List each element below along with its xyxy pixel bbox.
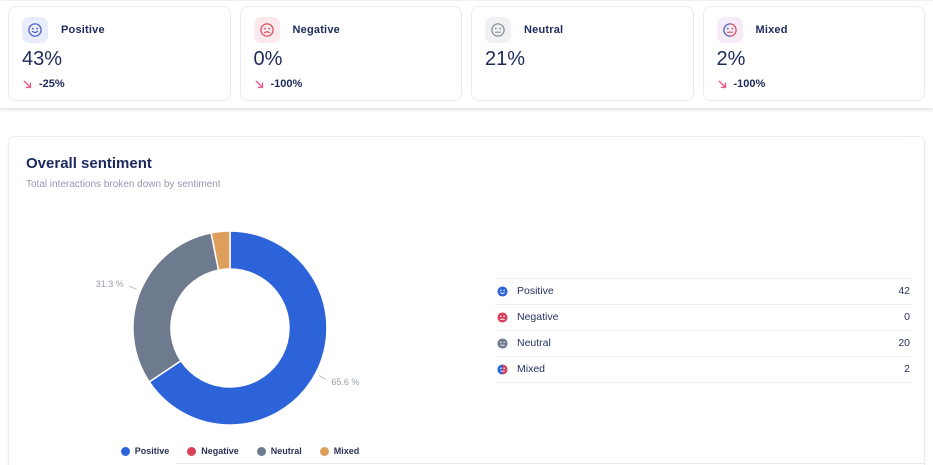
card-value: 2%: [716, 48, 746, 70]
frown-face-icon: [253, 17, 280, 43]
stat-cards-row: Positive 43% -25%: [0, 0, 933, 108]
table-label: Positive: [517, 285, 554, 297]
chart-legend: Positive Negative Neutral Mixed: [9, 446, 471, 456]
arrow-down-right-icon: [23, 80, 32, 88]
legend-item-positive[interactable]: Positive: [120, 446, 169, 456]
stat-card-neutral: Neutral 21%: [471, 6, 694, 101]
legend-dot: [187, 446, 197, 456]
card-change-value: -25%: [39, 78, 65, 90]
legend-dot: [319, 446, 329, 456]
donut-slice-positive[interactable]: [148, 230, 328, 426]
table-value: 2: [904, 363, 910, 375]
mixed-filled-face-icon: [497, 363, 508, 375]
mixed-face-icon: [716, 17, 743, 43]
card-label: Negative: [292, 24, 340, 36]
card-change: -25%: [22, 78, 217, 90]
donut-slice-neutral[interactable]: [132, 232, 220, 383]
donut-chart: 65.6 % 31.3 %: [96, 230, 359, 426]
slice-label-leader-line: [129, 285, 137, 290]
table-row-negative[interactable]: Negative 0: [495, 305, 912, 331]
table-value: 42: [898, 285, 910, 297]
overall-sentiment-panel: Overall sentiment Total interactions bro…: [8, 136, 925, 465]
panel-title: Overall sentiment: [26, 155, 152, 172]
neutral-face-icon: [485, 17, 511, 43]
table-value: 0: [904, 311, 910, 323]
table-row-neutral[interactable]: Neutral 20: [495, 331, 912, 357]
table-value: 20: [898, 337, 910, 349]
donut-chart-area: 65.6 % 31.3 % Positive Negative Neutral: [9, 202, 471, 456]
legend-dot: [256, 446, 266, 456]
legend-item-neutral[interactable]: Neutral: [256, 446, 302, 456]
card-value: 0%: [253, 48, 283, 70]
table-label: Mixed: [517, 363, 546, 375]
legend-item-negative[interactable]: Negative: [187, 446, 239, 456]
card-label: Positive: [61, 24, 105, 36]
card-change: -100%: [717, 78, 912, 90]
neutral-filled-face-icon: [497, 337, 508, 349]
table-label: Negative: [517, 311, 559, 323]
chart-row: 65.6 % 31.3 % Positive Negative Neutral: [9, 202, 924, 456]
card-change-value: -100%: [270, 78, 303, 90]
table-row-positive[interactable]: Positive 42: [495, 278, 912, 305]
stat-card-negative: Negative 0% -100%: [239, 6, 462, 101]
card-change-value: -100%: [733, 78, 766, 90]
card-value: 21%: [485, 48, 526, 70]
panel-subtitle: Total interactions broken down by sentim…: [26, 179, 221, 190]
stat-card-mixed: Mixed 2% -100%: [702, 6, 925, 101]
slice-percentage-label: 31.3 %: [96, 279, 124, 289]
card-change: -100%: [254, 78, 449, 90]
donut-slice-mixed[interactable]: [210, 230, 231, 271]
card-value: 43%: [22, 48, 63, 70]
arrow-down-right-icon: [718, 80, 726, 88]
arrow-down-right-icon: [255, 80, 263, 88]
legend-item-mixed[interactable]: Mixed: [319, 446, 359, 456]
smiley-face-icon: [22, 17, 48, 43]
negative-filled-face-icon: [497, 311, 508, 323]
table-row-mixed[interactable]: Mixed 2: [495, 357, 912, 383]
table-label: Neutral: [517, 337, 551, 349]
card-label: Neutral: [524, 24, 564, 36]
slice-percentage-label: 65.6 %: [331, 377, 359, 387]
slice-label-leader-line: [318, 375, 327, 380]
sentiment-table: Positive 42 Negative 0: [495, 278, 912, 456]
legend-dot: [120, 446, 130, 456]
positive-filled-face-icon: [497, 285, 508, 297]
card-label: Mixed: [755, 24, 788, 36]
bottom-divider: [176, 463, 924, 464]
stat-card-positive: Positive 43% -25%: [8, 6, 231, 101]
